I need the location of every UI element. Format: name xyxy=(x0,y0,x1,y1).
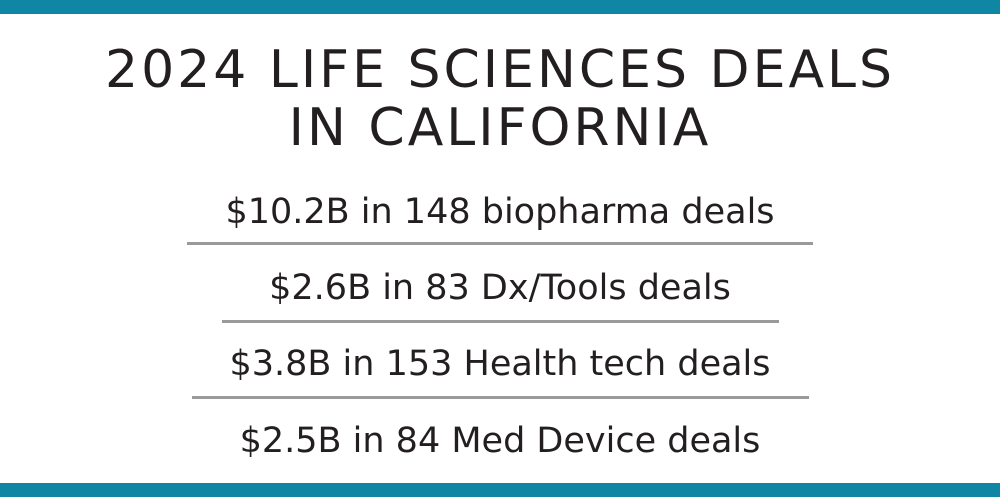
divider-2 xyxy=(222,320,779,323)
top-accent-bar xyxy=(0,0,1000,14)
stat-med-device: $2.5B in 84 Med Device deals xyxy=(239,421,761,461)
stat-dx-tools: $2.6B in 83 Dx/Tools deals xyxy=(269,268,731,308)
stat-biopharma: $10.2B in 148 biopharma deals xyxy=(225,192,775,232)
stat-health-tech: $3.8B in 153 Health tech deals xyxy=(229,344,771,384)
divider-1 xyxy=(187,242,813,245)
divider-3 xyxy=(192,396,809,399)
title-line-2: IN CALIFORNIA xyxy=(288,98,712,158)
bottom-accent-bar xyxy=(0,483,1000,497)
title-line-1: 2024 LIFE SCIENCES DEALS xyxy=(104,40,896,100)
